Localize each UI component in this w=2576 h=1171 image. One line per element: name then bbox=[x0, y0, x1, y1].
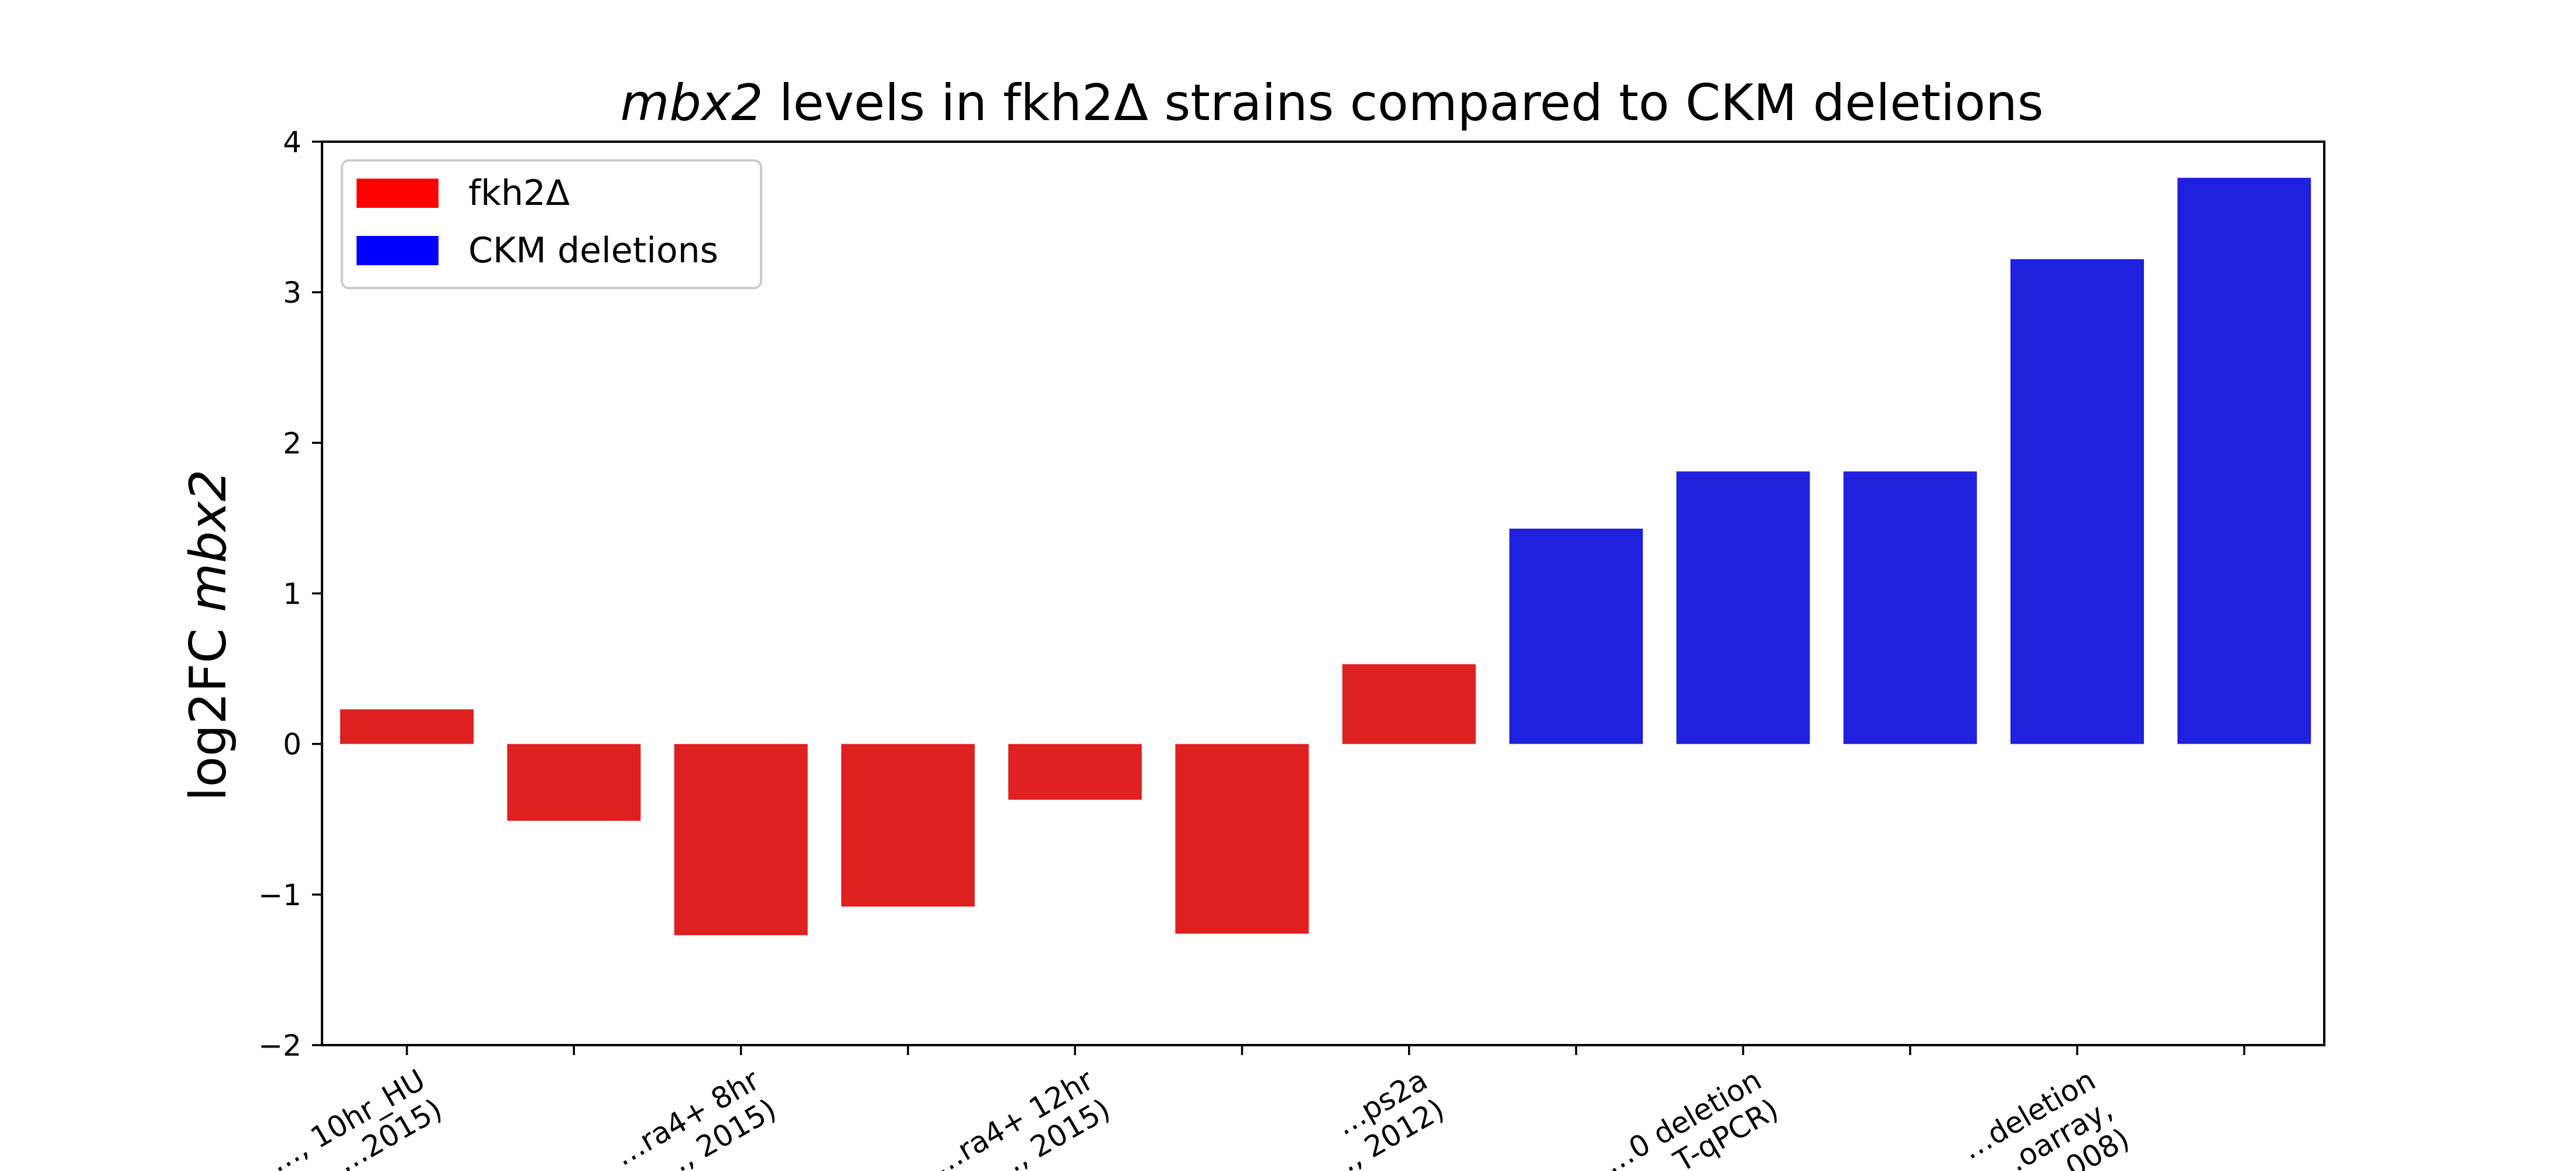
bar-ckm-7 bbox=[1509, 528, 1643, 744]
legend-swatch-fkh2 bbox=[357, 179, 439, 208]
legend-swatch-ckm bbox=[357, 236, 439, 265]
legend-label-fkh2: fkh2Δ bbox=[468, 173, 570, 214]
y-tick-label: 4 bbox=[283, 125, 302, 159]
y-axis-ticks: −2 −1 0 1 2 3 4 bbox=[258, 125, 322, 1063]
bar-fkh2-6 bbox=[1342, 664, 1476, 744]
y-axis-label: log2FC mbx2 bbox=[179, 470, 238, 802]
legend-box bbox=[341, 159, 762, 289]
bar-fkh2-0 bbox=[340, 709, 474, 744]
bar-group bbox=[340, 177, 2311, 936]
chart-title: mbx2 levels in fkh2Δ strains compared to… bbox=[620, 74, 2043, 132]
x-tick-label: …0 deletion…T-qPCR) bbox=[1598, 1063, 1784, 1171]
bar-fkh2-4 bbox=[1008, 744, 1142, 800]
y-tick-label: 1 bbox=[283, 577, 302, 611]
bar-fkh2-3 bbox=[841, 744, 975, 907]
y-tick-label: 3 bbox=[283, 276, 302, 310]
x-tick-label: …, 10hr_HU…2015) bbox=[263, 1063, 448, 1171]
x-tick-label: …deletion…oarray,…008) bbox=[1956, 1063, 2135, 1171]
chart-title-italic: mbx2 bbox=[620, 74, 763, 132]
y-tick-label: 2 bbox=[283, 426, 302, 460]
y-axis-label-italic: mbx2 bbox=[179, 470, 238, 612]
chart-title-rest: levels in fkh2Δ strains compared to CKM … bbox=[763, 74, 2043, 132]
x-tick-label: …ra4+ 12hr…, 2015) bbox=[927, 1063, 1116, 1171]
x-tick-label: …ps2a…, 2012) bbox=[1300, 1063, 1450, 1171]
bar-ckm-10 bbox=[2010, 259, 2144, 744]
legend: fkh2Δ CKM deletions bbox=[341, 159, 762, 289]
bar-fkh2-5 bbox=[1175, 744, 1309, 934]
y-tick-label: −1 bbox=[258, 878, 302, 912]
y-axis-label-prefix: log2FC bbox=[179, 612, 238, 802]
legend-label-ckm: CKM deletions bbox=[468, 230, 718, 271]
y-tick-label: −2 bbox=[258, 1029, 302, 1063]
bar-fkh2-1 bbox=[507, 744, 641, 821]
y-tick-label: 0 bbox=[283, 728, 302, 762]
x-tick-label: …ra4+ 8hr…, 2015) bbox=[609, 1063, 782, 1171]
bar-fkh2-2 bbox=[674, 744, 808, 936]
bar-ckm-8 bbox=[1676, 471, 1810, 744]
bar-ckm-11 bbox=[2177, 177, 2311, 744]
plot-frame bbox=[321, 141, 2325, 1046]
x-axis-ticks: …, 10hr_HU…2015) …ra4+ 8hr…, 2015) …ra4+ 1… bbox=[263, 1045, 2246, 1171]
bar-ckm-9 bbox=[1843, 471, 1977, 744]
